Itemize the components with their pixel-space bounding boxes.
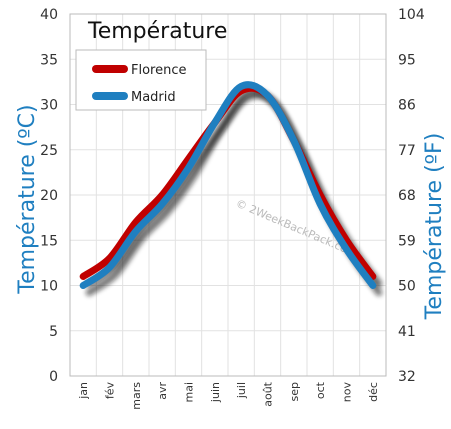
x-tick-label: juin: [209, 382, 222, 403]
y-tick-label-right: 32: [398, 369, 416, 385]
x-tick-label: oct: [314, 381, 327, 399]
y-axis-left-title: Température (ºC): [15, 104, 40, 294]
chart-title: Température: [87, 19, 227, 44]
x-tick-label: fév: [104, 382, 117, 400]
y-tick-label-left: 15: [40, 233, 58, 249]
x-tick-label: sep: [288, 382, 301, 401]
x-tick-label: août: [262, 381, 275, 406]
legend-label-florence: Florence: [131, 63, 187, 78]
x-tick-label: avr: [156, 382, 169, 400]
plot-area: [69, 13, 387, 377]
y-tick-label-right: 104: [398, 7, 425, 23]
y-tick-label-left: 30: [40, 98, 58, 114]
y-tick-label-right: 86: [398, 98, 416, 114]
y-axis-right-title: Température (ºF): [422, 133, 447, 321]
x-axis-ticks: jan fév mars avr mai juin juil août sep oct nov déc: [77, 381, 380, 409]
y-tick-label-left: 35: [40, 52, 58, 68]
y-tick-label-right: 68: [398, 188, 416, 204]
series-shadows: [85, 88, 383, 296]
x-tick-label: juil: [235, 382, 248, 399]
series-shadow-madrid: [85, 88, 383, 296]
y-tick-label-right: 77: [398, 143, 416, 159]
y-tick-label-right: 95: [398, 52, 416, 68]
series-lines: [79, 81, 377, 289]
x-tick-label: jan: [77, 382, 90, 400]
legend: Florence Madrid: [75, 49, 207, 111]
x-tick-label: nov: [341, 382, 354, 403]
y-axis-left-ticks: 0 5 10 15 20 25 30 35 40: [40, 7, 58, 385]
y-tick-label-left: 25: [40, 143, 58, 159]
x-tick-label: déc: [367, 382, 380, 402]
y-tick-label-left: 10: [40, 279, 58, 295]
y-tick-label-left: 0: [49, 369, 58, 385]
y-axis-right-ticks: 32 41 50 59 68 77 86 95 104: [398, 7, 425, 385]
x-tick-label: mai: [183, 382, 196, 403]
y-tick-label-left: 20: [40, 188, 58, 204]
y-tick-label-right: 59: [398, 233, 416, 249]
legend-label-madrid: Madrid: [131, 90, 176, 105]
y-tick-label-left: 5: [49, 324, 58, 340]
y-tick-label-right: 41: [398, 324, 416, 340]
series-line-madrid: [79, 81, 377, 289]
x-tick-label: mars: [130, 382, 143, 410]
y-tick-label-left: 40: [40, 7, 58, 23]
y-tick-label-right: 50: [398, 279, 416, 295]
